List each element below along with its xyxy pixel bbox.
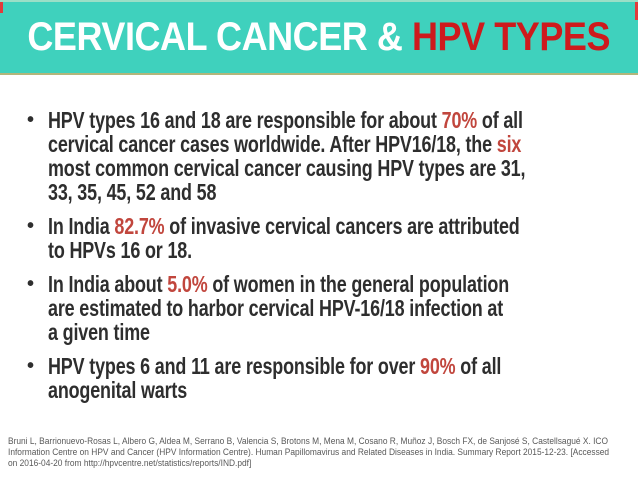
title-banner: CERVICAL CANCER & HPV TYPES [0, 0, 638, 75]
bullet-segment: of women in the general population are e… [48, 271, 510, 345]
citation-line: on 2016-04-20 from http://hpvcentre.net/… [8, 458, 252, 468]
bullet-segment: of all cervical cancer cases worldwide. … [48, 107, 523, 157]
slide-title: CERVICAL CANCER & HPV TYPES [28, 2, 611, 73]
bullet-item: • HPV types 16 and 18 are responsible fo… [27, 108, 627, 204]
bullet-segment: In India [48, 213, 115, 239]
bullet-segment: HPV types 16 and 18 are responsible for … [48, 107, 442, 133]
citation-line: Bruni L, Barrionuevo-Rosas L, Albero G, … [8, 436, 608, 446]
bullet-segment: In India about [48, 271, 168, 297]
bullet-text: HPV types 6 and 11 are responsible for o… [48, 354, 501, 402]
slide-title-main: CERVICAL CANCER & [27, 15, 413, 59]
corner-mark-right [635, 2, 638, 20]
slide-title-accent: HPV TYPES [412, 15, 611, 59]
bullet-segment: HPV types 6 and 11 are responsible for o… [48, 353, 421, 379]
bullet-text: In India 82.7% of invasive cervical canc… [48, 214, 520, 262]
bullet-segment: of invasive cervical cancers are attribu… [48, 213, 520, 263]
citation: Bruni L, Barrionuevo-Rosas L, Albero G, … [8, 436, 638, 469]
bullet-segment: 90% [420, 353, 456, 379]
bullet-marker-icon: • [27, 355, 35, 377]
bullet-segment: 82.7% [114, 213, 165, 239]
bullet-segment: most common cervical cancer causing HPV … [48, 155, 526, 205]
bullet-marker-icon: • [27, 215, 35, 237]
corner-mark-left [0, 2, 3, 13]
bullet-list: • HPV types 16 and 18 are responsible fo… [27, 108, 627, 412]
bullet-segment: 70% [441, 107, 478, 133]
bullet-segment: six [496, 131, 522, 157]
bullet-segment: 5.0% [167, 271, 208, 297]
bullet-item: • In India about 5.0% of women in the ge… [27, 272, 627, 344]
bullet-item: • HPV types 6 and 11 are responsible for… [27, 354, 627, 402]
bullet-marker-icon: • [27, 109, 35, 131]
bullet-text: HPV types 16 and 18 are responsible for … [48, 108, 525, 204]
bullet-marker-icon: • [27, 273, 35, 295]
citation-line: Information Centre on HPV and Cancer (HP… [8, 447, 610, 457]
bullet-text: In India about 5.0% of women in the gene… [48, 272, 509, 344]
bullet-item: • In India 82.7% of invasive cervical ca… [27, 214, 627, 262]
bullet-segment: of all anogenital warts [48, 353, 502, 403]
